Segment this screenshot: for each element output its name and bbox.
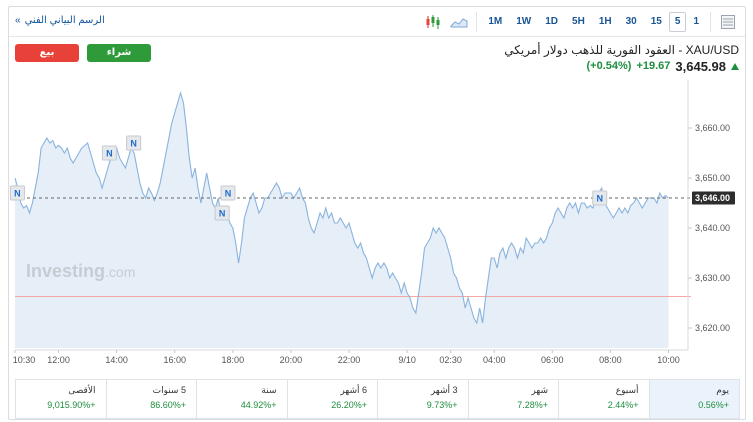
- performance-value: +26.20%: [331, 400, 367, 410]
- up-arrow-icon: [731, 62, 739, 70]
- x-tick-label: 14:00: [105, 355, 128, 365]
- toolbar-divider: [476, 12, 478, 32]
- timeframe-selector: 1M 1W 1D 5H 1H 30 15 5 1: [420, 11, 741, 33]
- performance-tab[interactable]: 5 سنوات +86.60%: [105, 380, 197, 418]
- x-tick-label: 12:00: [47, 355, 70, 365]
- x-tick-label: 04:00: [483, 355, 506, 365]
- news-marker-box: [220, 185, 236, 201]
- last-price: 3,645.98: [675, 58, 726, 74]
- news-marker-box: [592, 190, 608, 206]
- buy-button[interactable]: شراء: [87, 44, 151, 62]
- performance-tabs: يوم +0.56% أسبوع +2.44% شهر +7.28% 3 أشهر +9.73…: [15, 379, 740, 419]
- x-tick-label: 22:00: [338, 355, 361, 365]
- performance-tab[interactable]: سنة +44.92%: [196, 380, 287, 418]
- performance-tab[interactable]: شهر +7.28%: [467, 380, 559, 418]
- x-tick-label: 18:00: [222, 355, 245, 365]
- last-price-badge: [692, 191, 735, 205]
- instrument-title: XAU/USD - العقود الفورية للذهب دولار أمر…: [504, 43, 739, 57]
- performance-label: أسبوع: [615, 385, 639, 395]
- price-line: (+0.54%) +19.67 3,645.98: [586, 58, 739, 74]
- performance-value: +86.60%: [150, 400, 186, 410]
- investing-watermark-name: Investing: [26, 261, 105, 281]
- performance-label: الأقصى: [68, 385, 96, 395]
- performance-tab[interactable]: الأقصى +9,015.90%: [16, 380, 106, 418]
- performance-value: +44.92%: [240, 400, 277, 410]
- performance-label: شهر: [531, 385, 548, 395]
- y-tick-label: 3,630.00: [695, 273, 730, 283]
- range-button-5[interactable]: 5: [668, 12, 687, 32]
- chart-toolbar: الرسم البياني الفني » 1: [9, 7, 745, 37]
- grid-settings-icon[interactable]: [715, 12, 741, 32]
- news-marker-label: N: [596, 194, 603, 204]
- x-tick-label: 10:00: [657, 355, 680, 365]
- x-tick-label: 08:00: [599, 355, 622, 365]
- performance-value: +9.73%: [426, 400, 458, 410]
- performance-value: +0.56%: [698, 400, 729, 410]
- range-button-1h[interactable]: 1H: [598, 16, 612, 27]
- range-button-1[interactable]: 1: [693, 16, 699, 27]
- y-tick-label: 3,650.00: [695, 173, 730, 183]
- news-marker-box: [126, 135, 142, 151]
- investing-watermark-suffix: .com: [105, 264, 135, 280]
- range-button-15[interactable]: 15: [650, 16, 662, 27]
- investing-watermark: Investing.com: [26, 261, 135, 281]
- x-tick-label: 06:00: [541, 355, 564, 365]
- news-marker-box: [101, 145, 117, 161]
- performance-value: +2.44%: [607, 400, 639, 410]
- price-line-series: [14, 91, 669, 325]
- x-tick-label: 10:30: [13, 355, 36, 365]
- technical-chart-link[interactable]: الرسم البياني الفني »: [15, 15, 105, 26]
- change-percent: (+0.54%): [586, 60, 632, 72]
- news-marker-box: [9, 185, 25, 201]
- range-button-1m[interactable]: 1M: [488, 16, 503, 27]
- range-button-1d[interactable]: 1D: [545, 16, 559, 27]
- news-marker-label: N: [130, 139, 137, 149]
- x-tick-label: 16:00: [163, 355, 186, 365]
- toolbar-divider: [710, 12, 711, 32]
- performance-value: +9,015.90%: [47, 400, 96, 410]
- y-tick-label: 3,660.00: [695, 123, 730, 133]
- x-tick-label: 02:30: [439, 355, 462, 365]
- technical-chart-link-label: الرسم البياني الفني: [24, 15, 105, 26]
- candlestick-chart-icon[interactable]: [420, 12, 446, 32]
- news-marker-label: N: [14, 189, 21, 199]
- y-tick-label: 3,620.00: [695, 323, 730, 333]
- performance-label: سنة: [261, 385, 277, 395]
- news-marker-box: [214, 205, 230, 221]
- news-marker[interactable]: N: [220, 185, 236, 201]
- y-tick-label: 3,640.00: [695, 223, 730, 233]
- performance-label: 6 أشهر: [340, 385, 367, 395]
- news-marker[interactable]: N: [214, 205, 230, 221]
- chevron-right-icon: »: [15, 15, 21, 26]
- performance-tab[interactable]: 6 أشهر +26.20%: [286, 380, 378, 418]
- change-value: +19.67: [636, 60, 671, 72]
- sell-button[interactable]: بيع: [15, 44, 79, 62]
- news-marker[interactable]: N: [101, 145, 117, 161]
- news-marker-label: N: [106, 149, 113, 159]
- performance-label: يوم: [716, 385, 729, 395]
- performance-tab[interactable]: أسبوع +2.44%: [558, 380, 649, 418]
- news-marker[interactable]: N: [9, 185, 25, 201]
- range-button-30[interactable]: 30: [625, 16, 637, 27]
- performance-label: 5 سنوات: [152, 385, 186, 395]
- x-tick-label: 20:00: [280, 355, 303, 365]
- range-button-5h[interactable]: 5H: [572, 16, 585, 27]
- news-marker[interactable]: N: [126, 135, 142, 151]
- last-price-badge-label: 3,646.00: [695, 193, 730, 203]
- range-button-1w[interactable]: 1W: [516, 16, 532, 27]
- performance-tab[interactable]: 3 أشهر +9.73%: [377, 380, 468, 418]
- performance-value: +7.28%: [517, 400, 548, 410]
- news-marker[interactable]: N: [592, 190, 608, 206]
- news-marker-label: N: [219, 209, 226, 219]
- performance-tab[interactable]: يوم +0.56%: [648, 380, 739, 418]
- performance-label: 3 أشهر: [430, 385, 458, 395]
- x-tick-label: 9/10: [398, 355, 416, 365]
- area-chart-icon[interactable]: [446, 12, 472, 32]
- news-marker-label: N: [225, 189, 232, 199]
